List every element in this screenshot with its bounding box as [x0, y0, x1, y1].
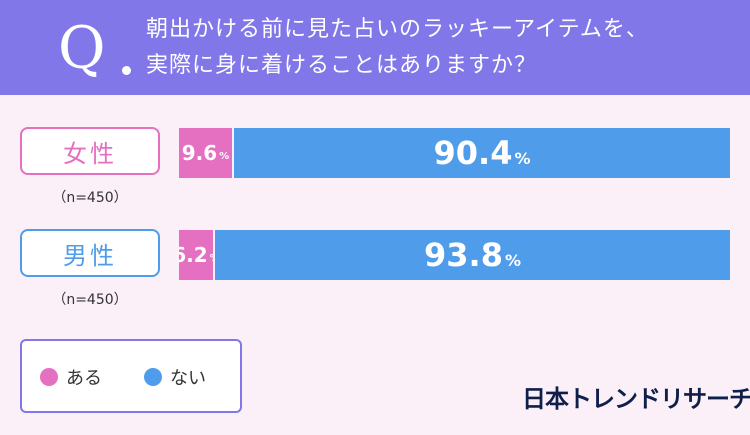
question-header: Q 朝出かける前に見た占いのラッキーアイテムを、 実際に身に着けることはあります… [0, 0, 750, 95]
question-text: 朝出かける前に見た占いのラッキーアイテムを、 実際に身に着けることはありますか？ [146, 12, 736, 84]
legend-item-no: ない [144, 365, 206, 389]
sample-size-female: （n=450） [52, 190, 128, 206]
bar-row-male: 6.2%93.8% [179, 230, 730, 280]
data-label-value: 6.2 [179, 243, 208, 267]
question-line-2: 実際に身に着けることはありますか？ [146, 53, 538, 78]
legend-dot-yes [40, 368, 58, 386]
data-label-unit: % [219, 151, 230, 162]
question-line-1: 朝出かける前に見た占いのラッキーアイテムを、 [146, 17, 649, 42]
data-label-unit: % [504, 251, 521, 271]
legend-dot-no [144, 368, 162, 386]
bar-separator [213, 230, 215, 280]
bar-separator [232, 128, 234, 178]
legend: ある ない [20, 339, 242, 413]
brand-logo: 日本トレンドリサーチ [522, 386, 750, 413]
data-label-value: 90.4 [433, 134, 513, 172]
bar-yes-male: 6.2% [179, 230, 213, 280]
data-label-unit: % [210, 253, 213, 264]
sample-size-male: （n=450） [52, 292, 128, 308]
q-dot [122, 66, 131, 75]
bar-yes-female: 9.6% [179, 128, 232, 178]
data-label-value: 93.8 [424, 236, 503, 274]
q-mark: Q [58, 14, 106, 82]
group-label-male: 男性 [20, 229, 160, 277]
group-label-female: 女性 [20, 127, 160, 175]
data-label-unit: % [514, 149, 531, 169]
bar-row-female: 9.6% 90.4% [179, 128, 730, 178]
data-label-value: 9.6 [181, 141, 218, 165]
legend-label-no: ない [170, 368, 206, 389]
legend-item-yes: ある [40, 365, 102, 389]
bar-no-female: 90.4% [234, 128, 730, 178]
bar-no-male: 93.8% [215, 230, 730, 280]
legend-label-yes: ある [66, 368, 102, 389]
